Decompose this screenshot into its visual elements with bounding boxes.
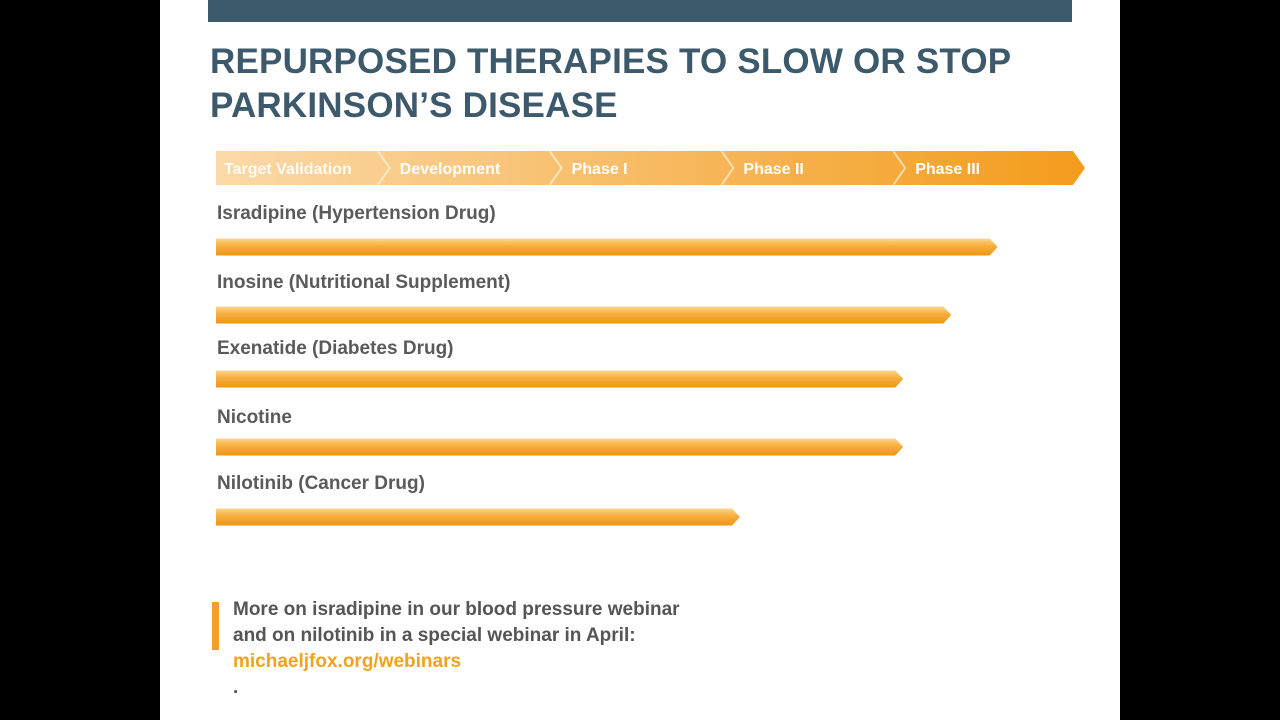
stage-arrow xyxy=(216,151,1085,185)
therapy-bar-3 xyxy=(216,438,904,456)
stage-divider xyxy=(548,150,563,186)
stage-label-4: Phase III xyxy=(915,161,980,178)
header-bar xyxy=(208,0,1072,22)
title-line-2: PARKINSON’S DISEASE xyxy=(210,86,618,125)
pipeline-chart: Target Validation Development Phase I Phase… xyxy=(216,150,1085,526)
therapy-label-4: Nilotinib (Cancer Drug) xyxy=(217,473,425,494)
title-line-1: REPURPOSED THERAPIES TO SLOW OR STOP xyxy=(210,42,1012,81)
therapy-bar-2 xyxy=(216,370,904,388)
webinars-link[interactable]: michaeljfox.org/webinars xyxy=(233,651,462,672)
stage-divider xyxy=(376,150,392,186)
footnote-period: . xyxy=(233,677,239,698)
therapy-bar-4 xyxy=(216,508,740,526)
therapy-bar-0 xyxy=(216,238,998,256)
therapy-label-2: Exenatide (Diabetes Drug) xyxy=(217,338,454,359)
stage-divider xyxy=(892,150,907,186)
therapy-label-1: Inosine (Nutritional Supplement) xyxy=(217,272,510,293)
therapy-bar-1 xyxy=(216,306,952,324)
stage-label-1: Development xyxy=(400,161,501,178)
stage-label-2: Phase I xyxy=(572,161,628,178)
footnote-line-2-text: and on nilotinib in a special webinar in… xyxy=(233,625,636,646)
footnote-line-1: More on isradipine in our blood pressure… xyxy=(233,599,680,620)
stage-divider xyxy=(720,150,735,186)
therapy-label-0: Isradipine (Hypertension Drug) xyxy=(217,203,496,224)
stage-label-0: Target Validation xyxy=(224,161,352,178)
slide: REPURPOSED THERAPIES TO SLOW OR STOP PAR… xyxy=(160,0,1120,720)
stage-label-3: Phase II xyxy=(743,161,803,178)
therapy-label-3: Nicotine xyxy=(217,407,292,428)
footnote-line-2: and on nilotinib in a special webinar in… xyxy=(233,623,680,701)
footnote-text: More on isradipine in our blood pressure… xyxy=(233,597,680,701)
footnote-accent-bar xyxy=(212,602,219,650)
footnote: More on isradipine in our blood pressure… xyxy=(212,599,1092,698)
slide-title: REPURPOSED THERAPIES TO SLOW OR STOP PAR… xyxy=(210,40,1090,128)
